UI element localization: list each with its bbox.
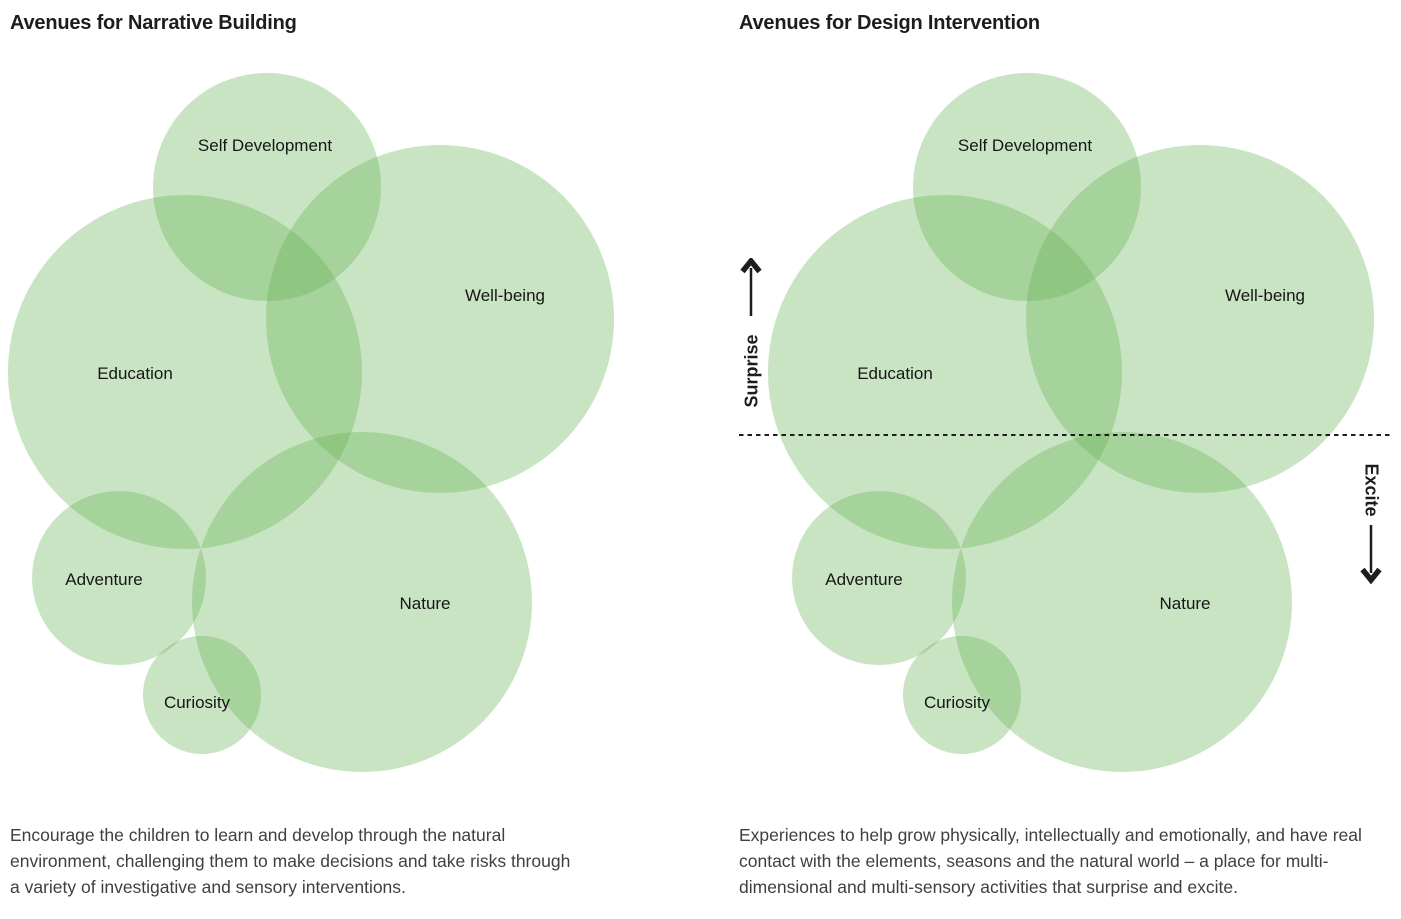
bubble-well-being [266, 145, 614, 493]
bubble-adventure [792, 491, 966, 665]
design-intervention-description: Experiences to help grow physically, int… [739, 825, 1362, 897]
bubble-label-education: Education [857, 364, 933, 383]
bubble-label-nature: Nature [1159, 594, 1211, 613]
bubble-label-well-being: Well-being [464, 286, 546, 305]
design-intervention-title: Avenues for Design Intervention [739, 12, 1040, 34]
bubble-education [8, 195, 362, 549]
bubble-education [768, 195, 1122, 549]
bubble-curiosity [903, 636, 1021, 754]
excite-axis-label: Excite [1361, 463, 1382, 517]
narrative-building-description: Encourage the children to learn and deve… [10, 825, 571, 897]
bubble-nature [952, 432, 1292, 772]
bubble-label-curiosity: Curiosity [163, 693, 231, 712]
bubble-curiosity [143, 636, 261, 754]
bubble-self-development [153, 73, 381, 301]
bubble-label-adventure: Adventure [825, 570, 903, 589]
bubble-nature [192, 432, 532, 772]
bubble-label-curiosity: Curiosity [923, 693, 991, 712]
narrative-building-title: Avenues for Narrative Building [10, 12, 297, 34]
surprise-axis-label: Surprise [741, 334, 762, 408]
excite-arrow-down-icon [1360, 525, 1382, 585]
bubble-label-well-being: Well-being [1224, 286, 1306, 305]
bubble-label-nature: Nature [399, 594, 451, 613]
bubble-label-self-development: Self Development [197, 136, 333, 155]
surprise-excite-divider-line [739, 434, 1390, 436]
bubble-self-development [913, 73, 1141, 301]
bubble-adventure [32, 491, 206, 665]
bubble-label-education: Education [97, 364, 173, 383]
bubble-label-adventure: Adventure [65, 570, 143, 589]
surprise-arrow-up-icon [740, 258, 762, 316]
bubble-label-self-development: Self Development [957, 136, 1093, 155]
